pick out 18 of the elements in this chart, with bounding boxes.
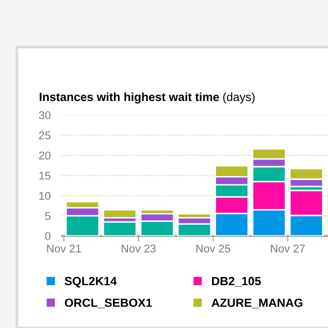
x-tick-label: Nov 21 xyxy=(47,244,81,252)
y-tick-label: 0 xyxy=(45,232,50,240)
legend-label: DB2_105 xyxy=(212,276,261,287)
bar xyxy=(102,221,137,236)
x-tick-label: Nov 27 xyxy=(271,244,305,252)
y-tick-label: 25 xyxy=(39,131,50,140)
legend-label: AZURE_MANAG xyxy=(212,298,302,308)
chart-title: Instances with highest wait time (days) xyxy=(40,92,255,104)
y-tick-label: 20 xyxy=(39,152,50,160)
y-tick-label: 30 xyxy=(38,111,50,120)
bar xyxy=(102,209,137,219)
legend-label: SQL2K14 xyxy=(64,276,117,288)
y-tick-label: 5 xyxy=(45,212,50,220)
legend-label: ORCL_SEBOX1 xyxy=(64,298,152,308)
y-tick-label: 15 xyxy=(39,172,50,180)
y-tick-label: 10 xyxy=(39,192,50,200)
x-tick-label: Nov 23 xyxy=(122,244,156,252)
x-tick-label: Nov 25 xyxy=(196,244,230,252)
